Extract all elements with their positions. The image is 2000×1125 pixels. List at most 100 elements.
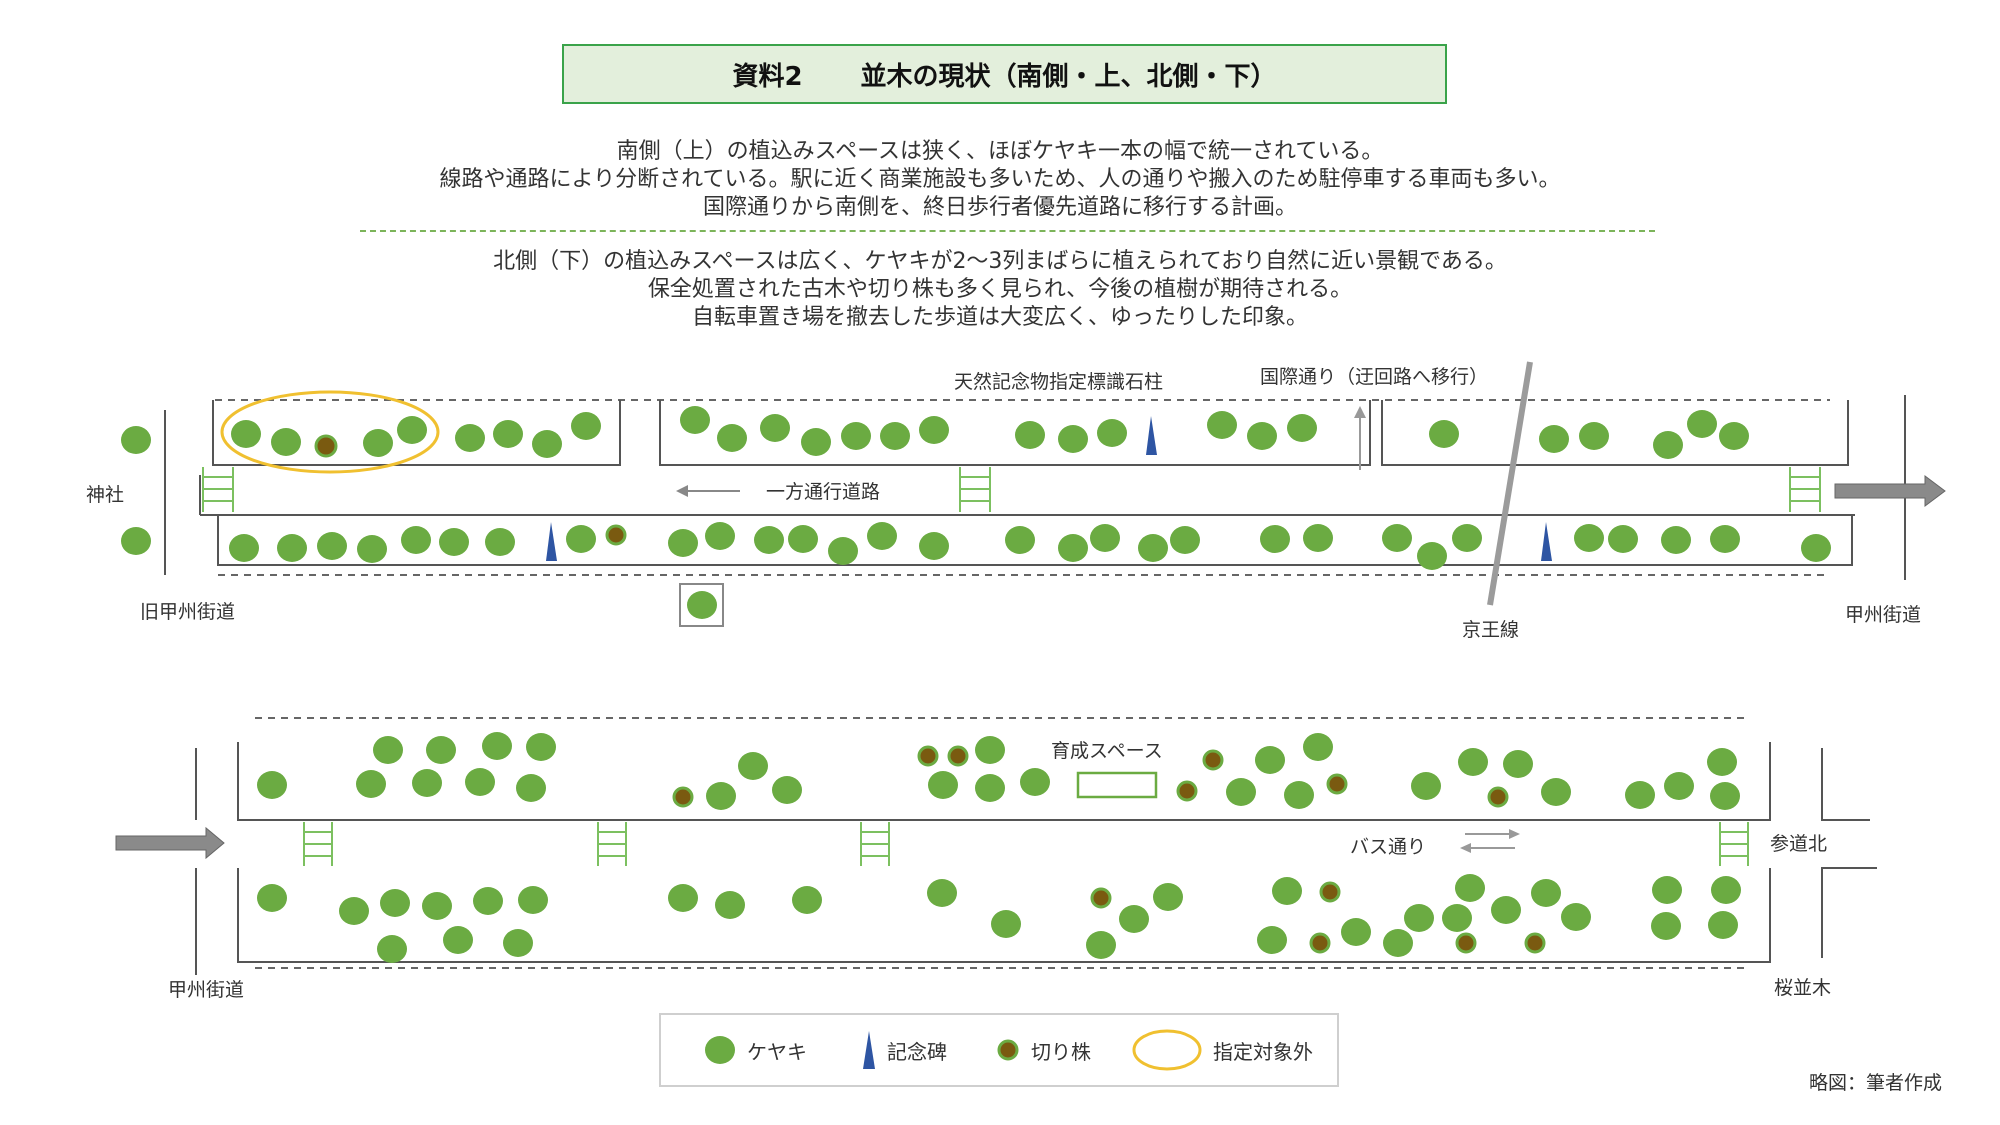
crosswalk: [202, 467, 234, 512]
zelkova-tree: [828, 537, 858, 565]
zelkova-tree: [439, 528, 469, 556]
north-planter-upper: [237, 742, 1771, 821]
small-planter-box: [679, 583, 724, 627]
one-way-label: 一方通行道路: [766, 481, 880, 503]
zelkova-tree: [705, 522, 735, 550]
monument-icon: [863, 1031, 875, 1069]
legend-zelkova: ケヤキ: [703, 1015, 807, 1085]
zelkova-tree: [1090, 524, 1120, 552]
koshu-left-label: 甲州街道: [168, 979, 244, 1001]
zelkova-tree: [1097, 419, 1127, 447]
zelkova-tree: [473, 887, 503, 915]
description-line: 国際通りから南側を、終日歩行者優先道路に移行する計画。: [702, 195, 1297, 220]
sando-corner-bottom: [1821, 867, 1877, 958]
zelkova-tree: [121, 527, 151, 555]
zelkova-tree: [867, 522, 897, 550]
title-text: 並木の現状（南側・上、北側・下）: [860, 61, 1277, 92]
keio-rail-line: [1487, 361, 1533, 606]
zelkova-tree: [1255, 746, 1285, 774]
zelkova-tree: [738, 752, 768, 780]
zelkova-tree: [377, 935, 407, 963]
zelkova-tree: [482, 732, 512, 760]
kokusai-arrow: [1354, 406, 1366, 470]
zelkova-tree: [1661, 526, 1691, 554]
zelkova-tree: [1153, 883, 1183, 911]
zelkova-tree: [919, 416, 949, 444]
title-label: 資料2: [732, 61, 803, 92]
stump: [1319, 881, 1341, 903]
zelkova-tree: [271, 428, 301, 456]
zelkova-tree: [455, 424, 485, 452]
zelkova-tree: [1708, 911, 1738, 939]
zelkova-tree: [841, 422, 871, 450]
zelkova-tree: [717, 424, 747, 452]
zelkova-tree: [715, 891, 745, 919]
crosswalk: [959, 467, 991, 512]
zelkova-tree: [380, 889, 410, 917]
bottom-upper-trees: [257, 732, 1740, 810]
legend: ケヤキ 記念碑 切り株 指定対象外: [659, 1013, 1339, 1087]
stump: [1455, 932, 1477, 954]
top-map: [164, 395, 1906, 627]
stump: [1524, 932, 1546, 954]
zelkova-tree: [443, 926, 473, 954]
zelkova-tree: [1687, 410, 1717, 438]
zelkova-tree: [1707, 748, 1737, 776]
stump: [917, 745, 939, 767]
top-upper-trees: [121, 406, 1749, 555]
zelkova-tree: [1170, 526, 1200, 554]
zelkova-tree: [526, 733, 556, 761]
zelkova-tree: [1272, 877, 1302, 905]
zelkova-tree: [1452, 524, 1482, 552]
description-line: 線路や通路により分断されている。駅に近く商業施設も多いため、人の通りや搬入のため…: [439, 167, 1561, 192]
zelkova-tree: [1651, 912, 1681, 940]
stump: [1487, 786, 1509, 808]
zelkova-tree: [571, 412, 601, 440]
description-south: 南側（上）の植込みスペースは狭く、ほぼケヤキ一本の幅で統一されている。 線路や通…: [0, 138, 2000, 222]
zelkova-tree: [121, 426, 151, 454]
description-line: 保全処置された古木や切り株も多く見られ、今後の植樹が期待される。: [647, 277, 1353, 302]
zelkova-tree: [1719, 422, 1749, 450]
zelkova-tree: [991, 910, 1021, 938]
credit: 略図：筆者作成: [1808, 1072, 1942, 1094]
zelkova-tree: [1058, 534, 1088, 562]
zelkova-tree: [1531, 879, 1561, 907]
koshu-direction-arrow: [115, 826, 225, 860]
zelkova-tree: [928, 771, 958, 799]
zelkova-tree: [229, 534, 259, 562]
zelkova-tree: [1608, 525, 1638, 553]
crosswalk: [303, 822, 333, 866]
zelkova-tree: [760, 414, 790, 442]
description-line: 北側（下）の植込みスペースは広く、ケヤキが2〜3列まばらに植えられており自然に近…: [493, 249, 1507, 274]
zelkova-tree: [1383, 929, 1413, 957]
monument-marker: [1146, 416, 1157, 455]
zelkova-tree: [357, 535, 387, 563]
zelkova-tree: [1561, 903, 1591, 931]
zelkova-tree: [1417, 542, 1447, 570]
planter-strip-bottom: [217, 515, 1853, 566]
zelkova-tree: [919, 532, 949, 560]
zelkova-tree: [772, 776, 802, 804]
zelkova-icon: [705, 1036, 735, 1064]
zelkova-tree: [1287, 414, 1317, 442]
zelkova-tree: [532, 430, 562, 458]
planter-strip-top-1: [212, 400, 621, 466]
zelkova-tree: [1260, 525, 1290, 553]
stump-icon: [997, 1039, 1019, 1061]
zelkova-tree: [412, 769, 442, 797]
top-crosswalks: [202, 467, 1821, 512]
zelkova-tree: [1539, 425, 1569, 453]
crosswalk: [597, 822, 627, 866]
zelkova-tree: [1541, 778, 1571, 806]
old-koshu-label: 旧甲州街道: [140, 601, 235, 623]
nursery-space: [1076, 771, 1158, 799]
zelkova-tree: [1652, 876, 1682, 904]
zelkova-tree: [1226, 778, 1256, 806]
keio-label: 京王線: [1462, 619, 1519, 641]
zelkova-tree: [1284, 781, 1314, 809]
zelkova-tree: [257, 884, 287, 912]
zelkova-tree: [1119, 905, 1149, 933]
zelkova-tree: [503, 929, 533, 957]
zelkova-tree: [317, 532, 347, 560]
